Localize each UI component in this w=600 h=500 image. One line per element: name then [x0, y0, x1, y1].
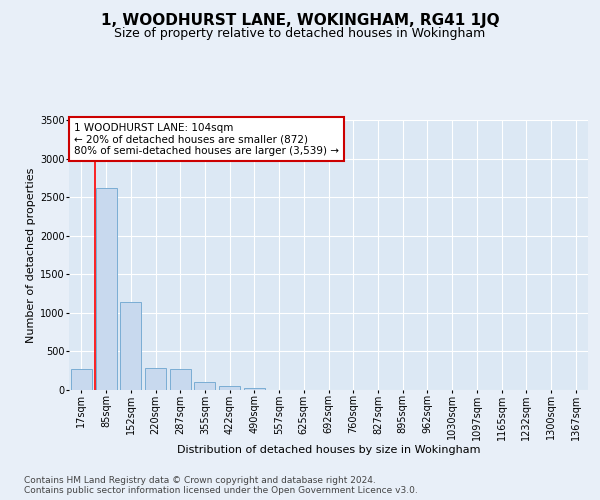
Bar: [244, 388, 265, 390]
Bar: [120, 302, 141, 390]
X-axis label: Distribution of detached houses by size in Wokingham: Distribution of detached houses by size …: [177, 445, 480, 455]
Bar: [71, 369, 92, 390]
Bar: [95, 188, 116, 390]
Text: 1 WOODHURST LANE: 104sqm
← 20% of detached houses are smaller (872)
80% of semi-: 1 WOODHURST LANE: 104sqm ← 20% of detach…: [74, 122, 339, 156]
Bar: [170, 369, 191, 390]
Text: Size of property relative to detached houses in Wokingham: Size of property relative to detached ho…: [115, 28, 485, 40]
Y-axis label: Number of detached properties: Number of detached properties: [26, 168, 36, 342]
Bar: [145, 368, 166, 390]
Bar: [219, 386, 240, 390]
Text: Contains HM Land Registry data © Crown copyright and database right 2024.
Contai: Contains HM Land Registry data © Crown c…: [24, 476, 418, 495]
Text: 1, WOODHURST LANE, WOKINGHAM, RG41 1JQ: 1, WOODHURST LANE, WOKINGHAM, RG41 1JQ: [101, 12, 499, 28]
Bar: [194, 382, 215, 390]
